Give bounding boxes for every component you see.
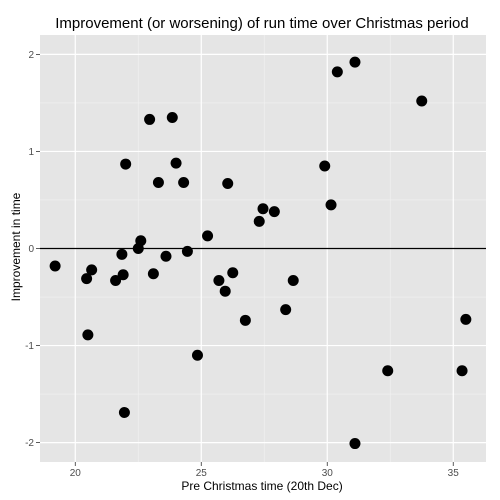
data-point xyxy=(222,177,234,189)
data-point xyxy=(319,160,331,172)
data-point xyxy=(116,248,128,260)
data-point xyxy=(82,329,94,341)
data-point xyxy=(287,275,299,287)
y-tick-label: 1 xyxy=(28,147,34,158)
data-point xyxy=(191,349,203,361)
data-point xyxy=(349,56,361,68)
data-point xyxy=(239,314,251,326)
data-points xyxy=(49,56,472,450)
data-point xyxy=(268,206,280,218)
data-point xyxy=(181,245,193,257)
data-point xyxy=(382,365,394,377)
chart-title: Improvement (or worsening) of run time o… xyxy=(55,15,468,32)
y-tick-label: -1 xyxy=(25,341,34,352)
x-tick-label: 35 xyxy=(448,468,460,479)
data-point xyxy=(416,95,428,107)
data-point xyxy=(86,264,98,276)
data-point xyxy=(135,235,147,247)
y-tick-label: -2 xyxy=(25,438,34,449)
data-point xyxy=(460,313,472,325)
data-point xyxy=(178,177,190,189)
data-point xyxy=(144,113,156,125)
y-axis-ticks: -2 -1 0 1 2 xyxy=(25,50,40,449)
data-point xyxy=(160,250,172,262)
y-tick-label: 2 xyxy=(28,50,34,61)
x-tick-label: 30 xyxy=(322,468,334,479)
y-tick-label: 0 xyxy=(28,244,34,255)
data-point xyxy=(227,267,239,279)
x-tick-label: 20 xyxy=(70,468,82,479)
data-point xyxy=(202,230,214,242)
x-tick-label: 25 xyxy=(196,468,208,479)
data-point xyxy=(349,438,361,450)
data-point xyxy=(152,177,164,189)
data-point xyxy=(219,285,231,297)
data-point xyxy=(81,273,93,285)
data-point xyxy=(325,199,337,211)
data-point xyxy=(257,203,269,215)
data-point xyxy=(147,268,159,280)
data-point xyxy=(120,158,132,170)
data-point xyxy=(166,111,178,123)
data-point xyxy=(331,66,343,78)
x-axis-ticks: 20 25 30 35 xyxy=(70,462,460,479)
data-point xyxy=(49,260,61,272)
x-axis-label: Pre Christmas time (20th Dec) xyxy=(181,479,342,493)
data-point xyxy=(280,304,292,316)
data-point xyxy=(118,407,130,419)
data-point xyxy=(253,215,265,227)
y-axis-label: Improvement in time xyxy=(9,192,23,301)
data-point xyxy=(117,269,129,281)
data-point xyxy=(213,275,225,287)
data-point xyxy=(110,275,122,287)
data-point xyxy=(456,365,468,377)
data-point xyxy=(170,157,182,169)
